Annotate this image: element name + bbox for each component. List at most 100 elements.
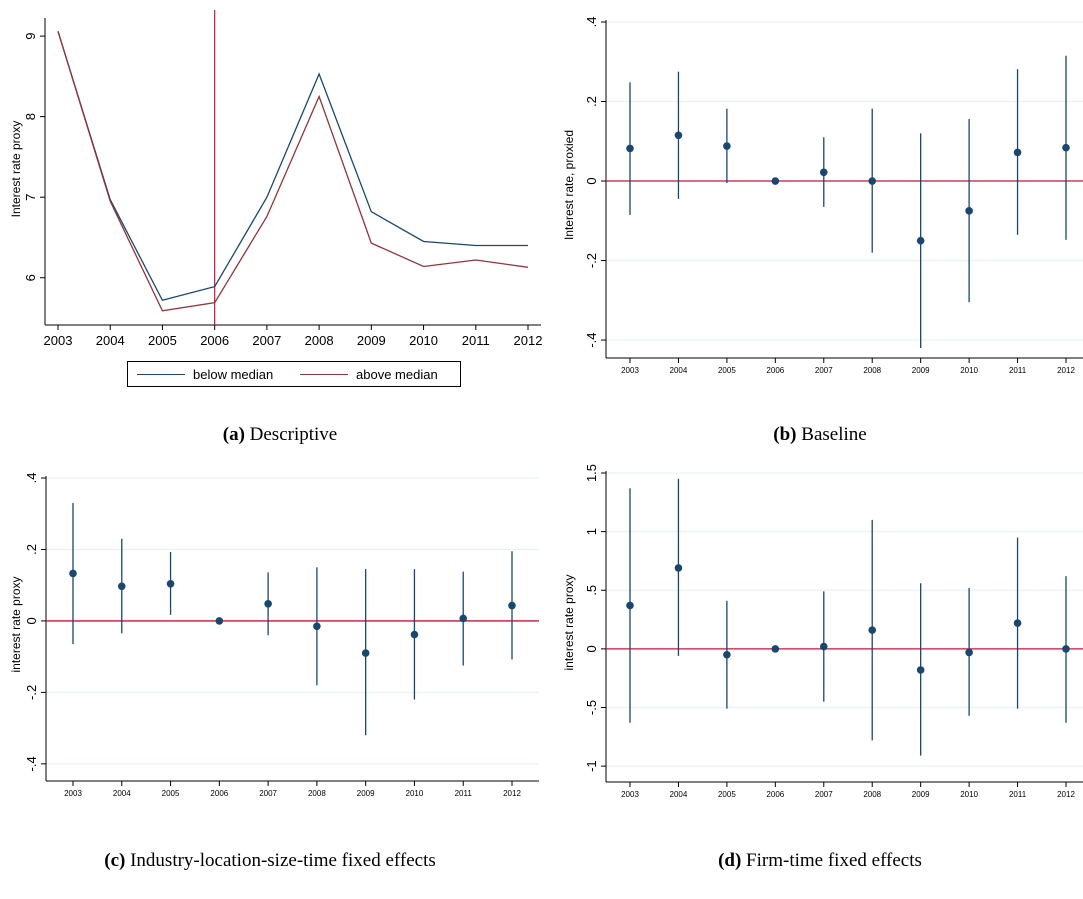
x-tick-label: 2009 bbox=[912, 790, 930, 799]
caption-b-text: Baseline bbox=[796, 424, 867, 445]
y-tick-label: 1 bbox=[584, 528, 599, 535]
x-tick-label: 2012 bbox=[503, 789, 521, 798]
descriptive-chart-svg: 6 7 8 9 2003 2004 2005 2006 2007 2008 2009 2010 2011… bbox=[9, 10, 542, 348]
y-tick-label: .5 bbox=[584, 585, 599, 596]
x-tick-label: 2007 bbox=[815, 790, 833, 799]
x-tick-label: 2007 bbox=[252, 333, 281, 348]
series-line-above-median bbox=[57, 31, 529, 312]
point-estimate bbox=[723, 142, 731, 150]
legend-swatch-below bbox=[137, 374, 185, 375]
point-estimate bbox=[1062, 645, 1070, 653]
y-tick-label: 0 bbox=[584, 645, 599, 652]
caption-a-text: Descriptive bbox=[244, 424, 338, 445]
caption-a-letter: (a) bbox=[222, 424, 245, 445]
point-estimate bbox=[723, 650, 731, 659]
x-tick-label: 2005 bbox=[718, 790, 736, 799]
x-tick-label: 2009 bbox=[912, 366, 930, 375]
x-tick-label: 2010 bbox=[409, 333, 438, 348]
x-tick-label: 2009 bbox=[357, 333, 386, 348]
y-tick-label: -1 bbox=[584, 760, 599, 772]
x-tick-label: 2008 bbox=[863, 366, 881, 375]
caption-c-text: Industry-location-size-time fixed effect… bbox=[125, 850, 436, 871]
x-tick-label: 2010 bbox=[406, 789, 424, 798]
industry-fe-coefficient-chart: -.4 -.2 0 .2 .4 2003 2004 2005 2006 2007 2008 2009 2… bbox=[0, 455, 545, 840]
y-axis-label: Interest rate, proxied bbox=[562, 130, 576, 240]
x-tick-label: 2007 bbox=[259, 789, 277, 798]
point-estimate bbox=[626, 601, 634, 610]
y-tick-label: -.4 bbox=[24, 756, 39, 771]
firm-fe-coefficient-chart: -1 -.5 0 .5 1 1.5 2003 2004 2005 2006 2007 2008 2009… bbox=[545, 455, 1083, 840]
point-estimate bbox=[69, 569, 77, 578]
x-tick-label: 2011 bbox=[1009, 366, 1027, 375]
baseline-chart-svg: -.4 -.2 0 .2 .4 2003 2004 2005 2006 2007 2008 2009 2… bbox=[562, 17, 1083, 375]
caption-c: (c) Industry-location-size-time fixed ef… bbox=[10, 850, 530, 872]
point-estimate bbox=[313, 622, 321, 631]
point-estimate bbox=[1013, 619, 1022, 627]
point-estimate bbox=[674, 131, 683, 140]
point-estimate bbox=[1013, 148, 1022, 157]
caption-c-letter: (c) bbox=[104, 850, 126, 871]
firm-fe-chart-svg: -1 -.5 0 .5 1 1.5 2003 2004 2005 2006 2007 2008 2009… bbox=[562, 464, 1083, 799]
point-estimate bbox=[459, 614, 468, 623]
point-estimate bbox=[868, 177, 877, 185]
point-estimate bbox=[819, 168, 828, 177]
point-estimate bbox=[771, 177, 780, 185]
x-tick-label: 2004 bbox=[113, 789, 131, 798]
legend-swatch-above bbox=[300, 374, 348, 375]
point-estimate bbox=[166, 579, 175, 588]
caption-a: (a) Descriptive bbox=[160, 424, 400, 446]
point-estimate bbox=[410, 630, 419, 639]
y-tick-label: -.2 bbox=[24, 685, 39, 700]
x-tick-label: 2005 bbox=[162, 789, 180, 798]
point-estimate bbox=[965, 207, 973, 215]
point-estimate bbox=[868, 626, 877, 634]
x-tick-label: 2010 bbox=[960, 366, 978, 375]
x-tick-label: 2006 bbox=[766, 366, 784, 375]
descriptive-line-chart: 6 7 8 9 2003 2004 2005 2006 2007 2008 2009 2010 2011… bbox=[0, 0, 545, 390]
x-tick-label: 2012 bbox=[1057, 366, 1075, 375]
x-tick-label: 2004 bbox=[670, 790, 688, 799]
x-tick-label: 2006 bbox=[210, 789, 228, 798]
point-estimate bbox=[215, 617, 224, 625]
x-tick-label: 2011 bbox=[455, 789, 473, 798]
x-tick-label: 2004 bbox=[96, 333, 125, 348]
x-tick-label: 2004 bbox=[670, 366, 688, 375]
x-tick-label: 2008 bbox=[308, 789, 326, 798]
y-tick-label: .2 bbox=[584, 96, 599, 107]
point-estimate bbox=[916, 666, 925, 674]
y-tick-label: .4 bbox=[24, 473, 39, 484]
x-tick-label: 2011 bbox=[462, 333, 490, 348]
y-tick-label: 9 bbox=[23, 32, 38, 39]
caption-d-text: Firm-time fixed effects bbox=[741, 850, 922, 871]
x-tick-label: 2005 bbox=[148, 333, 177, 348]
y-tick-label: 6 bbox=[23, 274, 38, 281]
point-estimate bbox=[361, 649, 370, 657]
point-estimate bbox=[626, 144, 634, 153]
x-tick-label: 2009 bbox=[357, 789, 375, 798]
industry-fe-chart-svg: -.4 -.2 0 .2 .4 2003 2004 2005 2006 2007 2008 2009 2… bbox=[9, 473, 539, 798]
caption-b-letter: (b) bbox=[773, 424, 797, 445]
x-tick-label: 2012 bbox=[1057, 790, 1075, 799]
y-tick-label: .2 bbox=[24, 544, 39, 555]
y-tick-label: 7 bbox=[23, 194, 38, 201]
y-tick-label: 8 bbox=[23, 113, 38, 120]
point-estimate bbox=[1062, 143, 1070, 152]
x-tick-label: 2003 bbox=[621, 790, 639, 799]
baseline-coefficient-chart: -.4 -.2 0 .2 .4 2003 2004 2005 2006 2007 2008 2009 2… bbox=[545, 0, 1083, 390]
y-axis-label: Interest rate proxy bbox=[9, 121, 23, 218]
x-tick-label: 2010 bbox=[960, 790, 978, 799]
x-tick-label: 2005 bbox=[718, 366, 736, 375]
legend-item-above-median: above median bbox=[300, 367, 438, 382]
y-tick-label: -.4 bbox=[584, 332, 599, 347]
point-estimate bbox=[916, 236, 925, 245]
point-estimate bbox=[771, 645, 780, 653]
y-tick-label: -.5 bbox=[584, 700, 599, 715]
legend-label-below: below median bbox=[193, 367, 274, 382]
point-estimate bbox=[965, 648, 973, 657]
y-tick-label: -.2 bbox=[584, 253, 599, 268]
x-tick-label: 2008 bbox=[863, 790, 881, 799]
x-tick-label: 2006 bbox=[766, 790, 784, 799]
point-estimate bbox=[674, 564, 683, 572]
x-tick-label: 2003 bbox=[44, 333, 73, 348]
x-tick-label: 2007 bbox=[815, 366, 833, 375]
